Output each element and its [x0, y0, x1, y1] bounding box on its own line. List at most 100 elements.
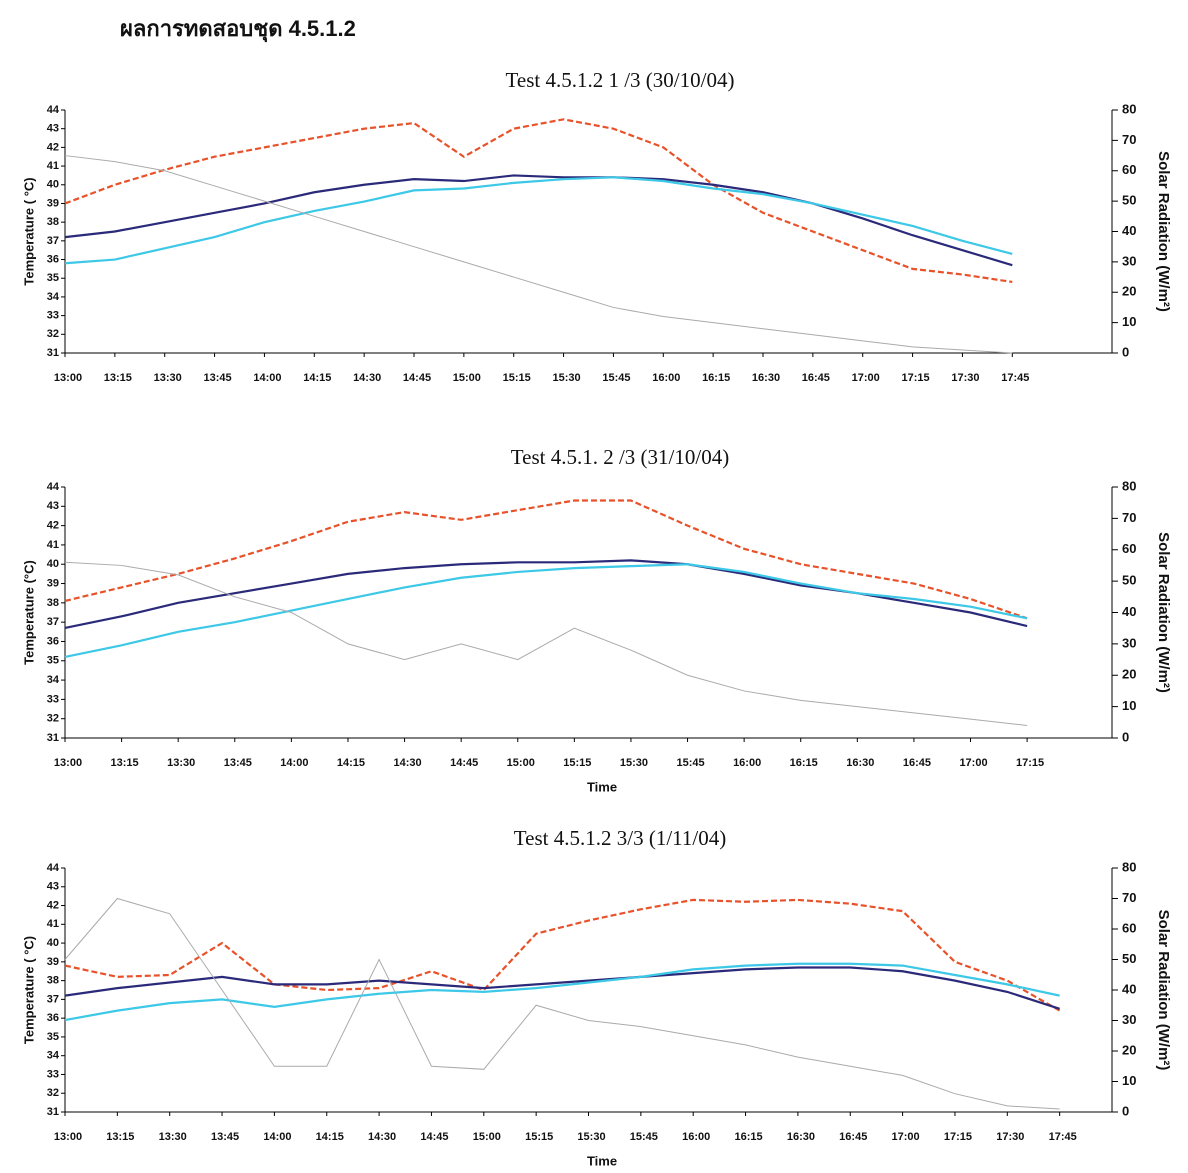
x-tick-label: 14:00 — [263, 1131, 291, 1143]
chart-title: Test 4.5.1.2 1 /3 (30/10/04) — [506, 68, 735, 92]
x-tick-label: 14:45 — [450, 757, 478, 769]
x-tick-label: 13:00 — [54, 1131, 82, 1143]
x-tick-label: 17:00 — [892, 1131, 920, 1143]
y2-axis-label: Solar Radiation (W/m²) — [1155, 532, 1172, 693]
x-tick-label: 15:30 — [577, 1131, 605, 1143]
y2-tick-label: 0 — [1122, 1103, 1129, 1118]
x-tick-label: 16:00 — [652, 372, 680, 384]
x-tick-label: 13:00 — [54, 757, 82, 769]
x-tick-label: 15:00 — [453, 372, 481, 384]
y2-tick-label: 20 — [1122, 284, 1136, 299]
x-tick-label: 14:45 — [403, 372, 431, 384]
chart-title: Test 4.5.1. 2 /3 (31/10/04) — [511, 445, 729, 469]
y2-tick-label: 50 — [1122, 951, 1136, 966]
y2-tick-label: 80 — [1122, 859, 1136, 874]
x-tick-label: 13:45 — [224, 757, 252, 769]
x-tick-label: 14:15 — [303, 372, 331, 384]
x-tick-label: 15:15 — [563, 757, 591, 769]
y2-tick-label: 40 — [1122, 223, 1136, 238]
y-tick-label: 31 — [47, 347, 59, 359]
y2-tick-label: 0 — [1122, 344, 1129, 359]
series-line — [64, 966, 1060, 1010]
y-tick-label: 37 — [47, 616, 59, 628]
y-tick-label: 42 — [47, 520, 59, 532]
x-tick-label: 17:45 — [1001, 372, 1029, 384]
y-tick-label: 36 — [47, 253, 59, 265]
x-tick-label: 17:15 — [902, 372, 930, 384]
x-tick-label: 13:30 — [154, 372, 182, 384]
series-line — [64, 499, 1028, 620]
y-axis-label: Temperature (°C) — [21, 560, 36, 665]
x-axis-label: Time — [587, 1153, 617, 1168]
x-tick-label: 14:30 — [393, 757, 421, 769]
x-tick-label: 15:15 — [503, 372, 531, 384]
y2-tick-label: 60 — [1122, 920, 1136, 935]
y-tick-label: 31 — [47, 1106, 59, 1118]
x-tick-label: 15:30 — [620, 757, 648, 769]
y-tick-label: 35 — [47, 1031, 59, 1043]
y-tick-label: 33 — [47, 693, 59, 705]
y-tick-label: 32 — [47, 713, 59, 725]
series-line — [64, 118, 1013, 284]
y-tick-label: 34 — [47, 1050, 60, 1062]
x-tick-label: 16:00 — [682, 1131, 710, 1143]
x-tick-label: 17:00 — [959, 757, 987, 769]
x-tick-label: 13:45 — [211, 1131, 239, 1143]
y-tick-label: 38 — [47, 597, 59, 609]
x-tick-label: 16:30 — [752, 372, 780, 384]
x-tick-label: 13:00 — [54, 372, 82, 384]
y-tick-label: 41 — [47, 160, 59, 172]
y-tick-label: 44 — [47, 481, 60, 493]
y2-tick-label: 70 — [1122, 890, 1136, 905]
x-tick-label: 16:45 — [839, 1131, 867, 1143]
x-tick-label: 15:00 — [473, 1131, 501, 1143]
y-tick-label: 44 — [47, 862, 60, 874]
y2-tick-label: 70 — [1122, 510, 1136, 525]
x-tick-label: 13:15 — [104, 372, 132, 384]
x-tick-label: 16:15 — [702, 372, 730, 384]
y-tick-label: 38 — [47, 975, 59, 987]
y2-axis-label: Solar Radiation (W/m²) — [1155, 151, 1172, 312]
y-tick-label: 40 — [47, 179, 59, 191]
y2-tick-label: 20 — [1122, 667, 1136, 682]
x-tick-label: 17:00 — [852, 372, 880, 384]
x-tick-label: 15:00 — [507, 757, 535, 769]
x-tick-label: 16:30 — [846, 757, 874, 769]
x-tick-label: 17:45 — [1049, 1131, 1077, 1143]
series-line — [64, 897, 1060, 1110]
y-tick-label: 42 — [47, 141, 59, 153]
y-tick-label: 33 — [47, 1068, 59, 1080]
y-tick-label: 35 — [47, 655, 59, 667]
x-tick-label: 16:00 — [733, 757, 761, 769]
x-tick-label: 15:45 — [676, 757, 704, 769]
y2-tick-label: 10 — [1122, 698, 1136, 713]
x-tick-label: 16:15 — [734, 1131, 762, 1143]
y-tick-label: 40 — [47, 937, 59, 949]
y-tick-label: 39 — [47, 956, 59, 968]
x-tick-label: 17:30 — [996, 1131, 1024, 1143]
y-tick-label: 42 — [47, 899, 59, 911]
y2-tick-label: 60 — [1122, 162, 1136, 177]
x-tick-label: 17:30 — [951, 372, 979, 384]
y2-tick-label: 30 — [1122, 1012, 1136, 1027]
y-tick-label: 31 — [47, 732, 59, 744]
y2-tick-label: 80 — [1122, 478, 1136, 493]
x-tick-label: 16:15 — [790, 757, 818, 769]
y-tick-label: 36 — [47, 1012, 59, 1024]
series-line — [64, 898, 1061, 1012]
y-tick-label: 43 — [47, 123, 59, 135]
y-tick-label: 41 — [47, 539, 59, 551]
y2-tick-label: 40 — [1122, 981, 1136, 996]
y2-tick-label: 70 — [1122, 132, 1136, 147]
chart-title: Test 4.5.1.2 3/3 (1/11/04) — [514, 826, 726, 850]
y2-tick-label: 40 — [1122, 604, 1136, 619]
y-axis-label: Temperature ( °C) — [21, 177, 36, 285]
y2-tick-label: 10 — [1122, 314, 1136, 329]
y-tick-label: 41 — [47, 918, 59, 930]
y-tick-label: 43 — [47, 881, 59, 893]
y2-tick-label: 50 — [1122, 193, 1136, 208]
y2-tick-label: 10 — [1122, 1073, 1136, 1088]
x-axis-label: Time — [587, 779, 617, 794]
x-tick-label: 17:15 — [944, 1131, 972, 1143]
